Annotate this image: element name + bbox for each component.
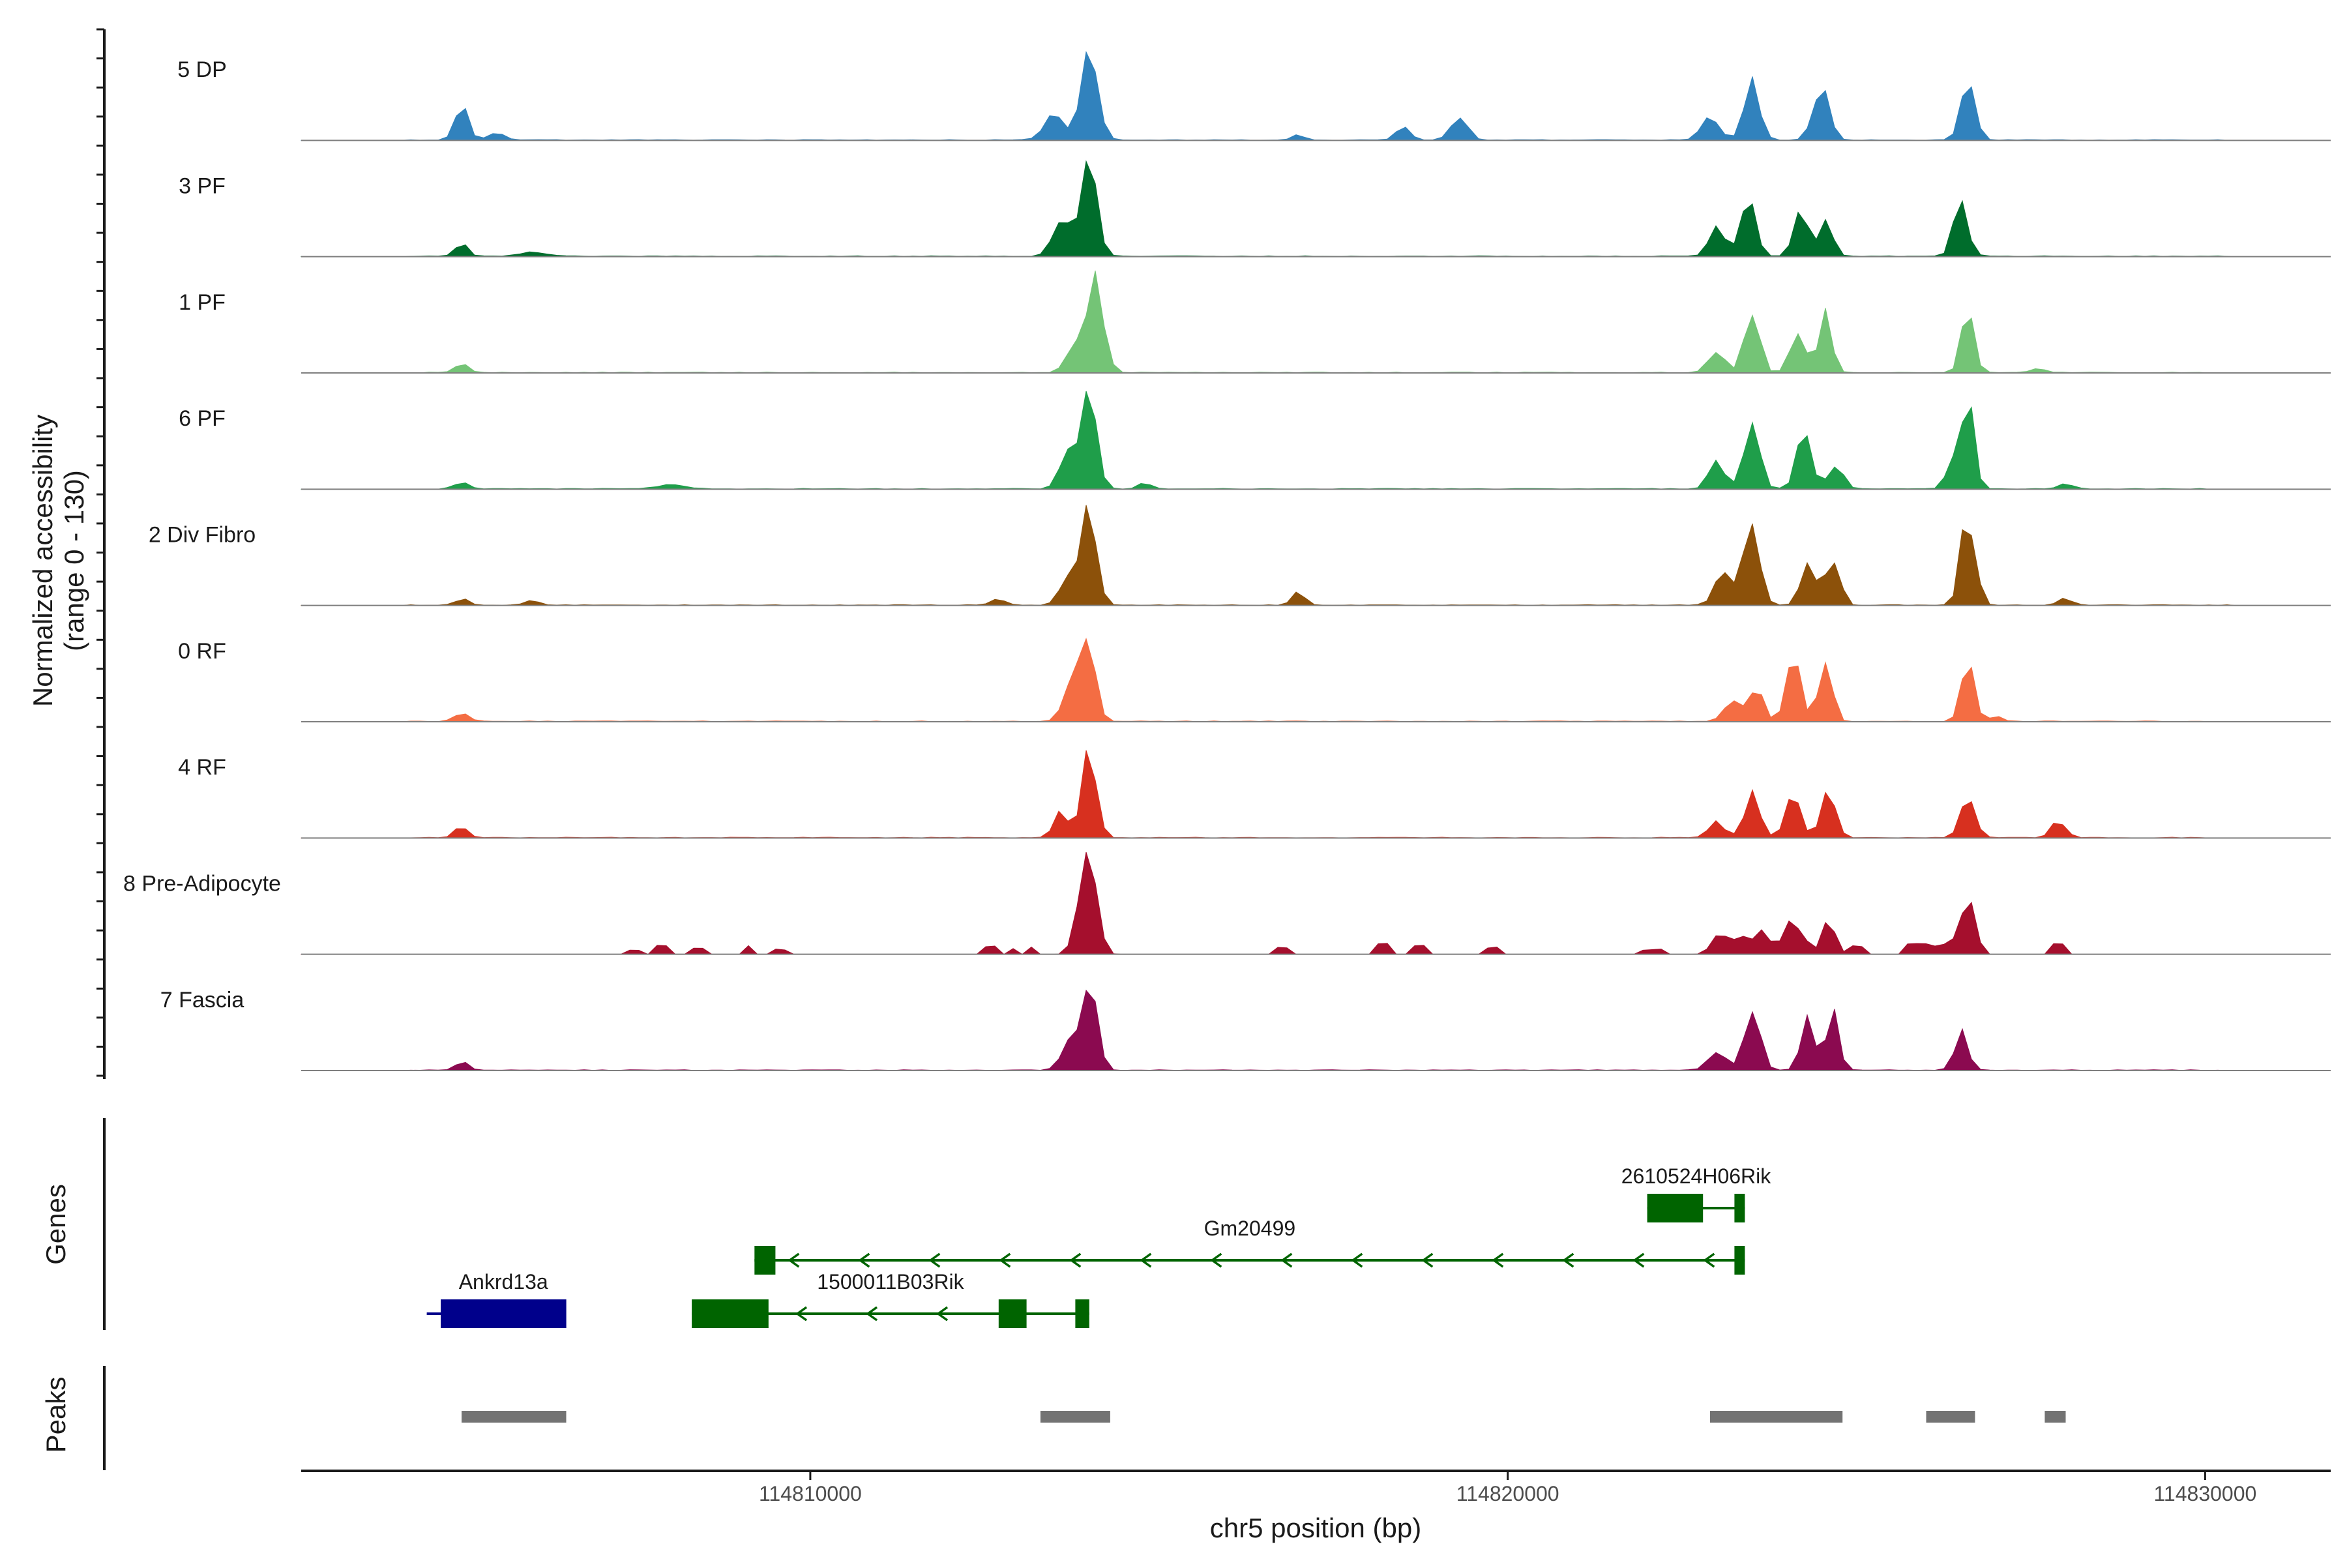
y-axis-title-line-1: Normalized accessibility (27, 415, 58, 707)
strand-arrow (866, 1306, 878, 1322)
gene-gm20499: Gm20499 (754, 1217, 1745, 1275)
strand-arrow (1351, 1252, 1363, 1268)
gene-exon (1734, 1194, 1745, 1222)
gene-exon (1734, 1246, 1745, 1275)
genes-panel-title: Genes (40, 1184, 71, 1265)
track-4-rf: 4 RF (178, 750, 2331, 839)
peak-region (1926, 1411, 1975, 1423)
strand-arrow (928, 1252, 941, 1268)
gene-exon (441, 1299, 567, 1328)
strand-arrow (1703, 1252, 1715, 1268)
gene-exon (692, 1299, 769, 1328)
gene-label-2610524h06rik: 2610524H06Rik (1621, 1164, 1772, 1188)
track-label-2-div-fibro: 2 Div Fibro (149, 522, 256, 547)
strand-arrow (795, 1306, 808, 1322)
track-7-fascia: 7 Fascia (160, 988, 2331, 1071)
strand-arrow (1210, 1252, 1222, 1268)
track-label-8-pre-adipocyte: 8 Pre-Adipocyte (123, 871, 281, 896)
strand-arrow (936, 1306, 949, 1322)
track-label-1-pf: 1 PF (179, 290, 226, 315)
x-axis-ticks: 114810000 114820000 114830000 (759, 1471, 2256, 1505)
track-label-7-fascia: 7 Fascia (160, 988, 244, 1013)
strand-arrow (1421, 1252, 1434, 1268)
x-tick-label: 114810000 (759, 1482, 862, 1505)
y-axis-title-line-2: (range 0 - 130) (59, 470, 89, 651)
track-label-3-pf: 3 PF (179, 173, 226, 198)
x-tick-label: 114820000 (1456, 1482, 1559, 1505)
gene-1500011b03rik: 1500011B03Rik (692, 1270, 1089, 1328)
strand-arrow (1280, 1252, 1293, 1268)
peak-region (1709, 1411, 1843, 1423)
peak-region (1040, 1411, 1110, 1423)
gene-exon (754, 1246, 776, 1275)
strand-arrow (1562, 1252, 1574, 1268)
gene-label-gm20499: Gm20499 (1204, 1217, 1296, 1240)
x-tick-label: 114830000 (2154, 1482, 2257, 1505)
peak-region (2044, 1411, 2066, 1423)
track-label-0-rf: 0 RF (178, 639, 226, 664)
genes-title: Genes (40, 1184, 71, 1265)
track-6-pf: 6 PF (179, 391, 2331, 490)
track-3-pf: 3 PF (179, 160, 2331, 258)
strand-arrow (999, 1252, 1011, 1268)
peak-region (462, 1411, 567, 1423)
track-2-div-fibro: 2 Div Fibro (149, 505, 2331, 606)
peaks-panel (462, 1411, 2066, 1423)
x-axis-title: chr5 position (bp) (1210, 1513, 1422, 1543)
gene-label-1500011b03rik: 1500011B03Rik (817, 1270, 964, 1294)
gene-exon (998, 1299, 1027, 1328)
peaks-panel-title: Peaks (40, 1377, 71, 1453)
strand-arrow (788, 1252, 800, 1268)
strand-arrow (1140, 1252, 1152, 1268)
gene-exon (1647, 1194, 1704, 1222)
track-label-4-rf: 4 RF (178, 755, 226, 780)
tracks: 5 DP 3 PF 1 PF 6 PF 2 Div Fibro 0 RF 4 RF 8 Pre… (123, 51, 2331, 1071)
genes-panel: Ankrd13a 1500011B03Rik Gm20499 2610524H06Ri… (426, 1164, 1772, 1328)
peaks-title: Peaks (40, 1377, 71, 1453)
track-label-5-dp: 5 DP (177, 57, 227, 82)
coverage-y-ticks (96, 28, 104, 1077)
track-0-rf: 0 RF (178, 638, 2331, 722)
y-axis-title: Normalized accessibility (range 0 - 130) (27, 415, 89, 707)
strand-arrow (858, 1252, 870, 1268)
track-5-dp: 5 DP (177, 51, 2331, 141)
gene-2610524h06rik: 2610524H06Rik (1621, 1164, 1772, 1222)
track-8-pre-adipocyte: 8 Pre-Adipocyte (123, 851, 2331, 955)
strand-arrow (1492, 1252, 1504, 1268)
track-label-6-pf: 6 PF (179, 406, 226, 431)
strand-arrow (1069, 1252, 1082, 1268)
gene-exon (1075, 1299, 1089, 1328)
track-1-pf: 1 PF (179, 271, 2331, 374)
strand-arrow (1632, 1252, 1645, 1268)
gene-label-ankrd13a: Ankrd13a (459, 1270, 548, 1294)
gene-ankrd13a: Ankrd13a (426, 1270, 567, 1328)
